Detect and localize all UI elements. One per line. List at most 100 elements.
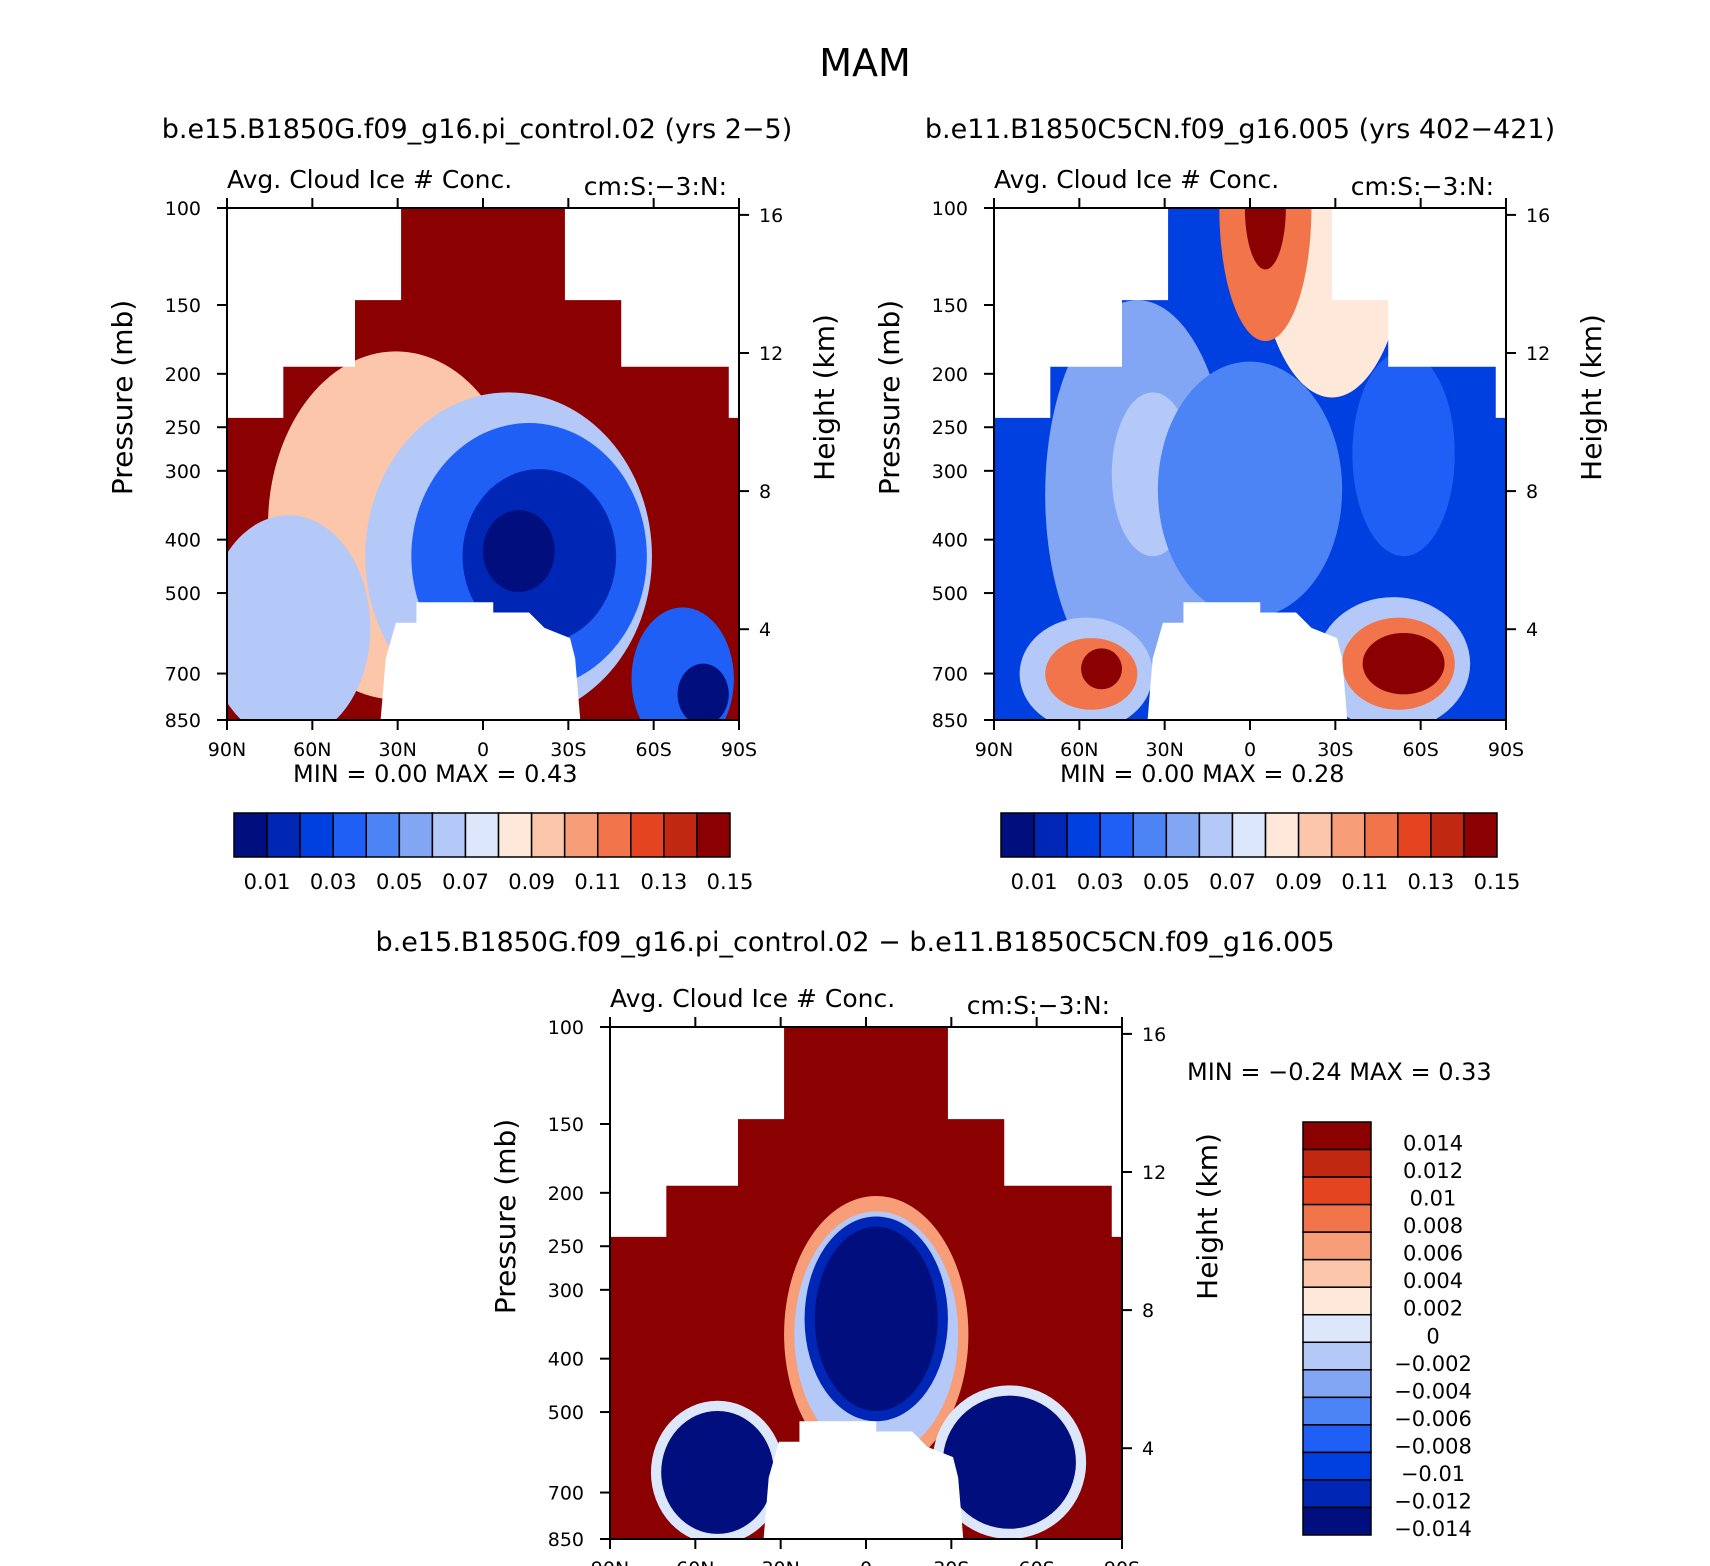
contour-region [1362,632,1445,695]
colorbar-box [299,812,334,858]
colorbar-label: 0.03 [310,870,357,894]
y-right-tick-label: 12 [759,343,783,365]
y-right-tick-label: 12 [1142,1162,1166,1184]
colorbar-box [663,812,698,858]
colorbar-box [1264,812,1300,858]
missing-data-mask-top-left [227,208,402,418]
variable-label: Avg. Cloud Ice # Conc. [610,984,895,1013]
y-right-tick-label: 8 [1526,481,1538,503]
colorbar-box [332,812,368,858]
colorbar-box [266,812,301,858]
colorbar-box [1363,812,1399,858]
colorbar-label: 0.012 [1403,1159,1463,1183]
x-tick-label: 30S [550,739,586,761]
y-right-tick-label: 16 [1142,1024,1166,1046]
colorbar-label: −0.006 [1394,1407,1472,1431]
missing-data-mask-top-right [1331,208,1506,418]
contour-region [1244,208,1286,270]
x-tick-label: 90S [1104,1558,1140,1566]
y-tick-label: 100 [165,198,201,220]
stats-label: MIN = 0.00 MAX = 0.43 [293,760,578,788]
colorbar: 0.01 0.03 0.05 0.07 0.09 0.11 0.13 0.15 [1000,812,1521,894]
colorbar-box [1066,812,1101,858]
colorbar-box [1000,812,1035,858]
colorbar-label: 0.11 [574,870,621,894]
y-tick-label: 150 [165,295,201,317]
y-tick-label: 400 [548,1349,584,1371]
colorbar: 0.01 0.03 0.05 0.07 0.09 0.11 0.13 0.15 [233,812,753,894]
y-tick-label: 500 [165,583,201,605]
missing-data-mask-top-right [564,208,739,418]
y-right-tick-label: 12 [1526,343,1550,365]
colorbar-box [464,812,500,858]
contour-field [610,1027,1122,1539]
x-tick-label: 0 [860,1558,872,1566]
y-tick-label: 100 [932,198,968,220]
contour-region [942,1395,1076,1529]
colorbar: 0.014 0.012 0.01 0.008 0.006 0.004 0.002 0 −0.00… [1302,1121,1472,1541]
contour-region [677,663,729,720]
x-tick-label: 30N [378,739,416,761]
contour-region [661,1411,774,1534]
colorbar-label: −0.012 [1394,1489,1472,1513]
y-right-tick-label: 4 [759,619,771,641]
units-label: cm:S:−3:N: [584,172,727,201]
stats-label: MIN = −0.24 MAX = 0.33 [1187,1058,1492,1086]
x-tick-label: 90N [208,739,246,761]
colorbar-box [563,812,599,858]
x-tick-label: 60N [676,1558,714,1566]
colorbar-box [630,812,665,858]
colorbar-box [1132,812,1168,858]
colorbar-box [233,812,268,858]
contour-region [483,510,555,592]
colorbar-label: −0.008 [1394,1434,1472,1458]
colorbar-box [398,812,434,858]
colorbar-label: 0 [1426,1324,1439,1348]
colorbar-label: 0.03 [1077,870,1124,894]
x-tick-label: 60N [1060,739,1098,761]
colorbar-box [1302,1396,1372,1426]
colorbar-label: 0.09 [508,870,555,894]
panel-title-reference: b.e11.B1850C5CN.f09_g16.005 (yrs 402−421… [925,114,1555,145]
panel-title-control: b.e15.B1850G.f09_g16.pi_control.02 (yrs … [162,114,792,145]
y-tick-label: 700 [932,664,968,686]
x-tick-label: 60N [293,739,331,761]
y-tick-label: 150 [932,295,968,317]
contour-region [1219,208,1312,342]
x-tick-label: 0 [477,739,489,761]
x-tick-label: 90N [591,1558,629,1566]
panel-title-difference: b.e15.B1850G.f09_g16.pi_control.02 − b.e… [375,927,1334,958]
variable-label: Avg. Cloud Ice # Conc. [227,165,512,194]
colorbar-label: 0.01 [1410,1187,1457,1211]
colorbar-box [1430,812,1465,858]
missing-data-mask-surface [1147,602,1348,720]
x-tick-label: 90S [721,739,757,761]
colorbar-label: 0.15 [1474,870,1521,894]
colorbar-label: 0.006 [1403,1242,1463,1266]
colorbar-box [1302,1451,1372,1481]
colorbar-box [1198,812,1234,858]
y-tick-label: 300 [165,461,201,483]
x-tick-label: 60S [1019,1558,1055,1566]
colorbar-label: 0.13 [1407,870,1454,894]
y-right-tick-label: 8 [1142,1300,1154,1322]
colorbar-box [530,812,566,858]
colorbar-box [431,812,467,858]
panel-reference: Avg. Cloud Ice # Conc. cm:S:−3:N: 100 150 20… [873,165,1608,894]
missing-data-mask-surface [763,1421,964,1539]
colorbar-label: 0.01 [1011,870,1058,894]
y-right-axis-label: Height (km) [1575,314,1608,481]
colorbar-box [1302,1121,1372,1151]
y-tick-label: 200 [548,1183,584,1205]
colorbar-label: −0.014 [1394,1517,1472,1541]
contour-field [994,208,1506,720]
colorbar-box [1302,1231,1372,1261]
y-axis-label: Pressure (mb) [873,300,906,495]
colorbar-box [1033,812,1068,858]
colorbar-label: −0.002 [1394,1352,1472,1376]
colorbar-label: 0.07 [1209,870,1256,894]
colorbar-label: 0.008 [1403,1214,1463,1238]
colorbar-label: −0.004 [1394,1379,1472,1403]
colorbar-box [1231,812,1267,858]
colorbar-box [1302,1286,1372,1316]
